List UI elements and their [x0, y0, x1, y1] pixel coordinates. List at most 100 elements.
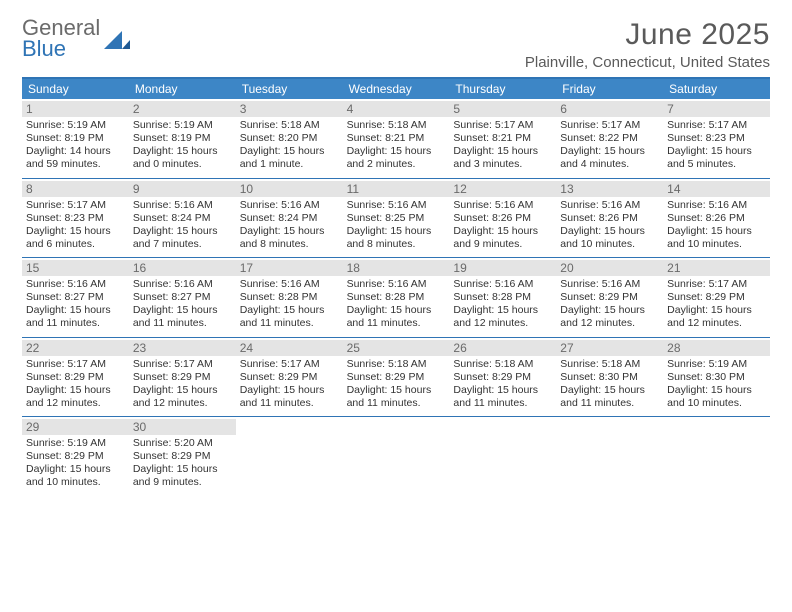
daylight-line-1: Daylight: 15 hours: [26, 463, 125, 476]
day-number: 26: [449, 340, 556, 356]
day-cell: 12Sunrise: 5:16 AMSunset: 8:26 PMDayligh…: [449, 179, 556, 258]
day-number: 11: [343, 181, 450, 197]
week-row: 1Sunrise: 5:19 AMSunset: 8:19 PMDaylight…: [22, 99, 770, 179]
day-cell: [343, 417, 450, 496]
header: General Blue June 2025 Plainville, Conne…: [22, 18, 770, 71]
daylight-line-2: and 59 minutes.: [26, 158, 125, 171]
daylight-line-1: Daylight: 15 hours: [26, 304, 125, 317]
weeks-container: 1Sunrise: 5:19 AMSunset: 8:19 PMDaylight…: [22, 99, 770, 496]
daylight-line-1: Daylight: 15 hours: [133, 304, 232, 317]
daylight-line-2: and 6 minutes.: [26, 238, 125, 251]
sunset-line: Sunset: 8:26 PM: [667, 212, 766, 225]
week-row: 29 Sunrise: 5:19 AM Sunset: 8:29 PM Dayligh…: [22, 417, 770, 496]
daylight-line-1: Daylight: 15 hours: [667, 384, 766, 397]
day-header-wed: Wednesday: [343, 79, 450, 99]
daylight-line-1: Daylight: 15 hours: [667, 304, 766, 317]
week-row: 22Sunrise: 5:17 AMSunset: 8:29 PMDayligh…: [22, 338, 770, 418]
day-header-mon: Monday: [129, 79, 236, 99]
daylight-line-2: and 11 minutes.: [347, 397, 446, 410]
sunrise-line: Sunrise: 5:19 AM: [667, 358, 766, 371]
day-header-sun: Sunday: [22, 79, 129, 99]
daylight-line-2: and 11 minutes.: [133, 317, 232, 330]
sunset-line: Sunset: 8:22 PM: [560, 132, 659, 145]
sunrise-line: Sunrise: 5:19 AM: [26, 437, 125, 450]
daylight-line-1: Daylight: 15 hours: [453, 225, 552, 238]
sunset-line: Sunset: 8:28 PM: [347, 291, 446, 304]
day-number: 24: [236, 340, 343, 356]
daylight-line-2: and 10 minutes.: [26, 476, 125, 489]
day-number: 22: [22, 340, 129, 356]
sunrise-line: Sunrise: 5:16 AM: [560, 199, 659, 212]
sunrise-line: Sunrise: 5:16 AM: [133, 278, 232, 291]
daylight-line-2: and 12 minutes.: [453, 317, 552, 330]
day-cell: 15Sunrise: 5:16 AMSunset: 8:27 PMDayligh…: [22, 258, 129, 337]
sunrise-line: Sunrise: 5:17 AM: [133, 358, 232, 371]
day-cell: 16Sunrise: 5:16 AMSunset: 8:27 PMDayligh…: [129, 258, 236, 337]
day-number: 15: [22, 260, 129, 276]
daylight-line-2: and 11 minutes.: [560, 397, 659, 410]
daylight-line-2: and 11 minutes.: [240, 397, 339, 410]
page-title: June 2025: [525, 18, 770, 52]
day-cell: 19Sunrise: 5:16 AMSunset: 8:28 PMDayligh…: [449, 258, 556, 337]
sunrise-line: Sunrise: 5:18 AM: [240, 119, 339, 132]
day-cell: 3Sunrise: 5:18 AMSunset: 8:20 PMDaylight…: [236, 99, 343, 178]
daylight-line-1: Daylight: 15 hours: [667, 225, 766, 238]
daylight-line-1: Daylight: 15 hours: [240, 225, 339, 238]
day-cell: 23Sunrise: 5:17 AMSunset: 8:29 PMDayligh…: [129, 338, 236, 417]
day-number: 10: [236, 181, 343, 197]
day-cell: [449, 417, 556, 496]
day-cell: 22Sunrise: 5:17 AMSunset: 8:29 PMDayligh…: [22, 338, 129, 417]
day-number: 25: [343, 340, 450, 356]
sunset-line: Sunset: 8:21 PM: [453, 132, 552, 145]
daylight-line-1: Daylight: 15 hours: [347, 384, 446, 397]
day-number: 17: [236, 260, 343, 276]
daylight-line-1: Daylight: 15 hours: [133, 384, 232, 397]
sunrise-line: Sunrise: 5:19 AM: [133, 119, 232, 132]
day-cell: 25Sunrise: 5:18 AMSunset: 8:29 PMDayligh…: [343, 338, 450, 417]
day-cell: 7Sunrise: 5:17 AMSunset: 8:23 PMDaylight…: [663, 99, 770, 178]
sunrise-line: Sunrise: 5:17 AM: [667, 119, 766, 132]
sunrise-line: Sunrise: 5:19 AM: [26, 119, 125, 132]
day-cell: 29Sunrise: 5:19 AMSunset: 8:29 PMDayligh…: [22, 417, 129, 496]
daylight-line-1: Daylight: 15 hours: [240, 384, 339, 397]
day-number: 5: [449, 101, 556, 117]
title-block: June 2025 Plainville, Connecticut, Unite…: [525, 18, 770, 71]
sunrise-line: Sunrise: 5:20 AM: [133, 437, 232, 450]
day-cell: 24Sunrise: 5:17 AMSunset: 8:29 PMDayligh…: [236, 338, 343, 417]
daylight-line-1: Daylight: 15 hours: [560, 145, 659, 158]
day-header-sat: Saturday: [663, 79, 770, 99]
day-header-row: Sunday Monday Tuesday Wednesday Thursday…: [22, 79, 770, 99]
day-number: 23: [129, 340, 236, 356]
calendar-page: General Blue June 2025 Plainville, Conne…: [0, 0, 792, 514]
daylight-line-2: and 11 minutes.: [347, 317, 446, 330]
daylight-line-1: Daylight: 15 hours: [347, 225, 446, 238]
sunset-line: Sunset: 8:23 PM: [667, 132, 766, 145]
sunrise-line: Sunrise: 5:16 AM: [133, 199, 232, 212]
daylight-line-2: and 9 minutes.: [133, 476, 232, 489]
day-cell: 20Sunrise: 5:16 AMSunset: 8:29 PMDayligh…: [556, 258, 663, 337]
week-row: 8Sunrise: 5:17 AMSunset: 8:23 PMDaylight…: [22, 179, 770, 259]
day-cell: [556, 417, 663, 496]
sunset-line: Sunset: 8:29 PM: [133, 450, 232, 463]
sunset-line: Sunset: 8:24 PM: [133, 212, 232, 225]
daylight-line-1: Daylight: 15 hours: [26, 225, 125, 238]
sunset-line: Sunset: 8:28 PM: [453, 291, 552, 304]
day-header-fri: Friday: [556, 79, 663, 99]
sunrise-line: Sunrise: 5:17 AM: [667, 278, 766, 291]
day-cell: 17Sunrise: 5:16 AMSunset: 8:28 PMDayligh…: [236, 258, 343, 337]
brand-text: General Blue: [22, 18, 100, 60]
day-cell: 5Sunrise: 5:17 AMSunset: 8:21 PMDaylight…: [449, 99, 556, 178]
daylight-line-2: and 12 minutes.: [560, 317, 659, 330]
sunrise-line: Sunrise: 5:18 AM: [347, 358, 446, 371]
daylight-line-1: Daylight: 15 hours: [133, 225, 232, 238]
day-number: 4: [343, 101, 450, 117]
day-number: 29: [22, 419, 129, 435]
sunrise-line: Sunrise: 5:16 AM: [26, 278, 125, 291]
sunrise-line: Sunrise: 5:17 AM: [560, 119, 659, 132]
sunrise-line: Sunrise: 5:17 AM: [26, 199, 125, 212]
day-number: 6: [556, 101, 663, 117]
day-number: 9: [129, 181, 236, 197]
daylight-line-2: and 10 minutes.: [560, 238, 659, 251]
day-number: 14: [663, 181, 770, 197]
daylight-line-1: Daylight: 15 hours: [240, 304, 339, 317]
